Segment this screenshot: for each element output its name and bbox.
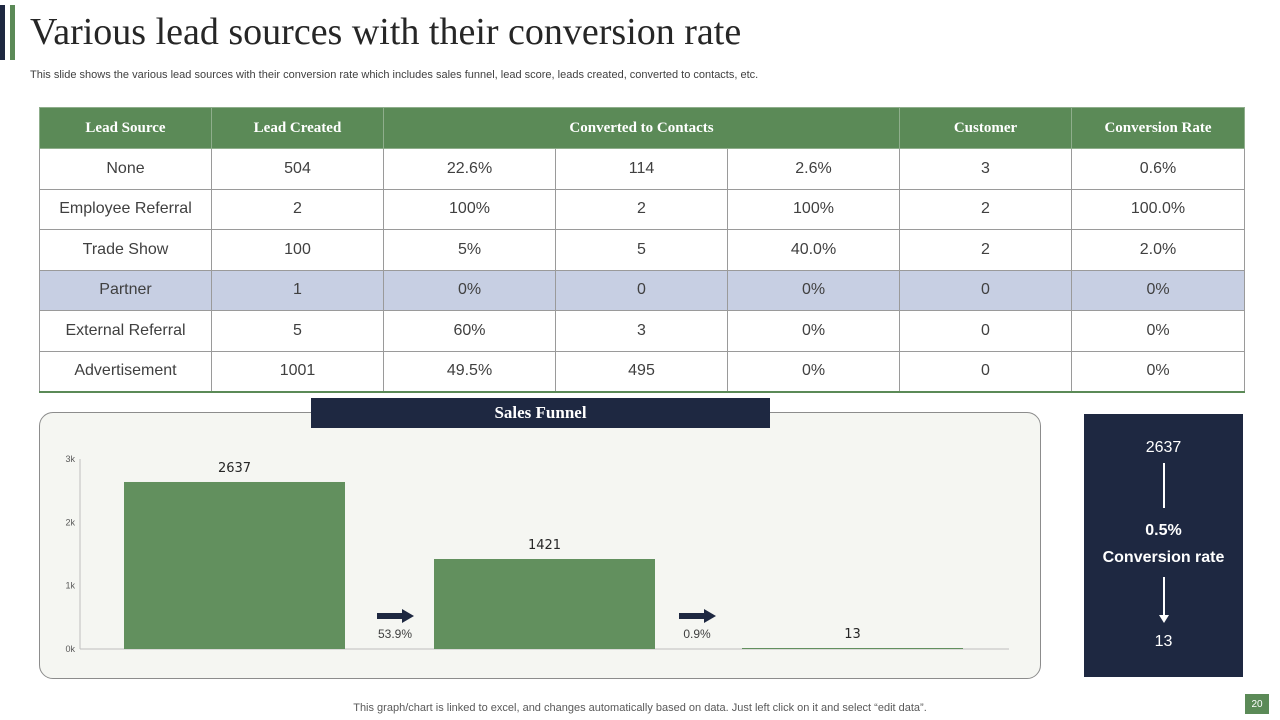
table-header-row: Lead Source Lead Created Converted to Co…: [39, 107, 1245, 149]
page-number: 20: [1245, 694, 1269, 714]
down-arrow-icon: [1159, 615, 1169, 623]
y-tick-label: 2k: [65, 517, 75, 527]
conversion-rate-box: 2637 0.5% Conversion rate 13: [1084, 414, 1243, 677]
header-lead-created: Lead Created: [211, 107, 384, 149]
table-cell: 100%: [383, 188, 556, 230]
table-row: Advertisement 1001 49.5% 495 0% 0 0%: [39, 350, 1245, 393]
table-cell: 22.6%: [383, 148, 556, 190]
table-cell: 2.0%: [1071, 229, 1245, 271]
y-tick-label: 0k: [65, 644, 75, 654]
sales-funnel-chart: 0k 1k 2k 3k 2637 1421 13 53.9% 0.9%: [65, 454, 1009, 654]
table-cell: 0%: [727, 350, 900, 393]
conversion-rate-label: Conversion rate: [1102, 549, 1225, 566]
table-cell: 0%: [1071, 269, 1245, 311]
table-cell: 2: [899, 229, 1072, 271]
bar-value-label: 13: [844, 627, 861, 642]
table-cell: 100%: [727, 188, 900, 230]
conversion-top-value: 2637: [1145, 439, 1182, 456]
table-cell: 0%: [1071, 310, 1245, 352]
table-cell: 495: [555, 350, 728, 393]
bar: [742, 648, 963, 649]
table-cell: 2: [899, 188, 1072, 230]
header-customer: Customer: [899, 107, 1072, 149]
table-row-highlighted: Partner 1 0% 0 0% 0 0%: [39, 269, 1245, 311]
title-accent-green: [10, 5, 15, 60]
table-cell: 0%: [727, 269, 900, 311]
table-cell: 0: [899, 350, 1072, 393]
table-cell: 2.6%: [727, 148, 900, 190]
table-cell: Trade Show: [39, 229, 212, 271]
step-percentage-label: 53.9%: [378, 627, 412, 641]
step-arrow-icon: [377, 609, 414, 623]
bar-value-label: 1421: [528, 538, 561, 553]
footnote: This graph/chart is linked to excel, and…: [353, 702, 927, 714]
bar: [434, 559, 655, 649]
step-arrow-icon: [679, 609, 716, 623]
header-converted-to-contacts: Converted to Contacts: [383, 107, 900, 149]
table-cell: 100: [211, 229, 384, 271]
conversion-connector-bottom: [1163, 577, 1165, 617]
y-tick-label: 1k: [65, 581, 75, 591]
table-cell: 2: [555, 188, 728, 230]
table-cell: 60%: [383, 310, 556, 352]
table-cell: Employee Referral: [39, 188, 212, 230]
table-cell: 5: [211, 310, 384, 352]
table-cell: 0%: [727, 310, 900, 352]
conversion-connector-top: [1163, 463, 1165, 508]
table-cell: 0.6%: [1071, 148, 1245, 190]
table-row: Trade Show 100 5% 5 40.0% 2 2.0%: [39, 229, 1245, 271]
slide-title: Various lead sources with their conversi…: [30, 11, 742, 53]
table-cell: 1001: [211, 350, 384, 393]
header-conversion-rate: Conversion Rate: [1071, 107, 1245, 149]
table-cell: 1: [211, 269, 384, 311]
table-row: External Referral 5 60% 3 0% 0 0%: [39, 310, 1245, 352]
lead-source-table: Lead Source Lead Created Converted to Co…: [39, 107, 1245, 393]
table-cell: 5%: [383, 229, 556, 271]
table-cell: 0: [899, 310, 1072, 352]
table-cell: 3: [899, 148, 1072, 190]
table-cell: 114: [555, 148, 728, 190]
table-cell: External Referral: [39, 310, 212, 352]
y-tick-label: 3k: [65, 454, 75, 464]
conversion-bottom-value: 13: [1154, 633, 1173, 650]
table-cell: 0: [899, 269, 1072, 311]
bar: [124, 481, 345, 649]
table-cell: 3: [555, 310, 728, 352]
header-lead-source: Lead Source: [39, 107, 212, 149]
table-cell: Partner: [39, 269, 212, 311]
step-percentage-label: 0.9%: [683, 627, 711, 641]
table-cell: 2: [211, 188, 384, 230]
conversion-rate-value: 0.5%: [1145, 522, 1182, 539]
slide-subtitle: This slide shows the various lead source…: [30, 69, 759, 81]
table-cell: Advertisement: [39, 350, 212, 393]
sales-funnel-title: Sales Funnel: [311, 398, 770, 428]
table-cell: None: [39, 148, 212, 190]
table-cell: 504: [211, 148, 384, 190]
table-cell: 0: [555, 269, 728, 311]
table-cell: 5: [555, 229, 728, 271]
title-accent-dark: [0, 5, 5, 60]
table-cell: 100.0%: [1071, 188, 1245, 230]
bar-value-label: 2637: [218, 461, 251, 476]
table-cell: 49.5%: [383, 350, 556, 393]
table-row: Employee Referral 2 100% 2 100% 2 100.0%: [39, 188, 1245, 230]
table-cell: 0%: [383, 269, 556, 311]
table-cell: 40.0%: [727, 229, 900, 271]
table-row: None 504 22.6% 114 2.6% 3 0.6%: [39, 148, 1245, 190]
table-cell: 0%: [1071, 350, 1245, 393]
